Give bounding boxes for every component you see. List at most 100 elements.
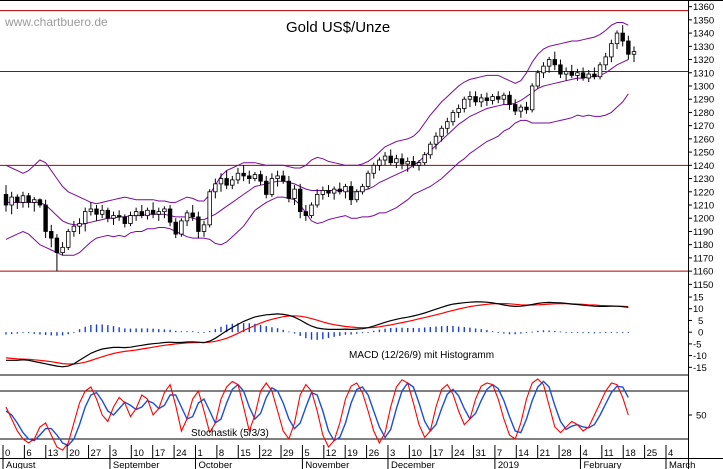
candle [428, 141, 433, 159]
histogram-bar [84, 326, 86, 333]
candle [467, 91, 473, 108]
candle-body [631, 51, 637, 55]
candle-body [196, 216, 201, 232]
candle-body [15, 196, 20, 203]
month-label: 2019 [498, 460, 519, 469]
histogram-bar [406, 327, 409, 333]
x-tick-label: 27 [91, 448, 102, 459]
candle-body [252, 174, 258, 179]
candle [26, 193, 31, 208]
histogram-bar [508, 332, 511, 335]
candle-body [597, 64, 603, 78]
price-tick-label: 1280 [693, 108, 714, 119]
candle-body [224, 178, 229, 186]
macd-lines [5, 301, 629, 368]
candle [88, 202, 94, 216]
histogram-bar [50, 332, 52, 336]
histogram-bar [412, 327, 415, 333]
x-tick-label: 18 [625, 448, 636, 459]
candle [462, 96, 467, 113]
x-tick-label: 1 [197, 448, 202, 459]
candle-body [230, 179, 235, 186]
histogram-bar [384, 328, 386, 333]
candle-body [467, 96, 473, 100]
candle-body [563, 71, 569, 75]
x-tick-label: 4 [582, 448, 587, 459]
x-tick-label: 8 [219, 448, 224, 459]
candle [133, 207, 139, 221]
histogram-bar [163, 329, 166, 333]
candle [365, 170, 371, 190]
candle [586, 70, 591, 83]
candle [196, 211, 201, 239]
histogram-bar [423, 327, 426, 333]
x-tick-label: 17 [155, 448, 166, 459]
candle-body [586, 73, 591, 79]
candle [382, 152, 388, 166]
candle [518, 104, 524, 118]
macd-tick-label: 5 [698, 316, 703, 327]
histogram-bar [559, 331, 562, 333]
histogram-bar [486, 330, 488, 333]
x-tick-label: 3 [390, 448, 395, 459]
candle [145, 207, 150, 220]
candle-body [213, 183, 218, 193]
candle [9, 191, 14, 215]
candle-body [592, 73, 597, 78]
candle [580, 67, 586, 81]
price-tick-label: 1270 [693, 121, 714, 132]
candle [490, 93, 495, 105]
candle [213, 178, 218, 199]
stochastic-d-line [5, 380, 629, 447]
histogram-bar [203, 332, 205, 333]
candle [264, 175, 269, 199]
histogram-bar [497, 332, 499, 333]
histogram-bar [344, 332, 347, 335]
histogram-bar [276, 328, 279, 333]
histogram-bar [271, 327, 273, 333]
candle [631, 46, 637, 63]
candle-body [32, 199, 37, 203]
candle [484, 92, 490, 106]
histogram-bar [542, 330, 545, 333]
candle-body [128, 215, 133, 224]
candle-body [122, 216, 128, 224]
candle [507, 91, 512, 110]
candle [371, 162, 376, 179]
x-tick-label: 0 [5, 448, 10, 459]
histogram-bar [480, 329, 482, 333]
candle [162, 206, 167, 219]
macd-tick-label: 0 [698, 328, 703, 339]
histogram-bar [101, 324, 103, 333]
histogram-bar [95, 324, 98, 333]
histogram-bar [491, 331, 494, 333]
stochastic-label: Stochastik (5/3/3) [191, 428, 269, 439]
macd-tick-label: -15 [693, 363, 707, 374]
histogram-bar [158, 329, 160, 333]
candle [173, 218, 178, 239]
candle [275, 170, 280, 187]
candle [60, 242, 65, 256]
x-tick-label: 6 [26, 448, 31, 459]
macd-line [6, 301, 629, 368]
candle [116, 210, 122, 221]
candle [552, 51, 557, 71]
candle-body [360, 186, 365, 193]
candle-body [20, 195, 26, 203]
x-tick-label: 28 [561, 448, 572, 459]
price-tick-label: 1250 [693, 148, 714, 159]
candle [456, 104, 461, 118]
macd-histogram [5, 323, 630, 340]
histogram-bar [446, 325, 448, 333]
candle-body [286, 180, 292, 199]
histogram-bar [435, 326, 437, 333]
histogram-bar [220, 326, 222, 333]
x-tick-label: 21 [540, 448, 551, 459]
candle [128, 211, 133, 227]
histogram-bar [537, 330, 539, 333]
price-tick-label: 1190 [693, 227, 713, 238]
histogram-bar [514, 332, 516, 335]
price-tick-label: 1170 [693, 253, 713, 264]
candle-body [190, 212, 195, 218]
histogram-bar [90, 324, 92, 333]
